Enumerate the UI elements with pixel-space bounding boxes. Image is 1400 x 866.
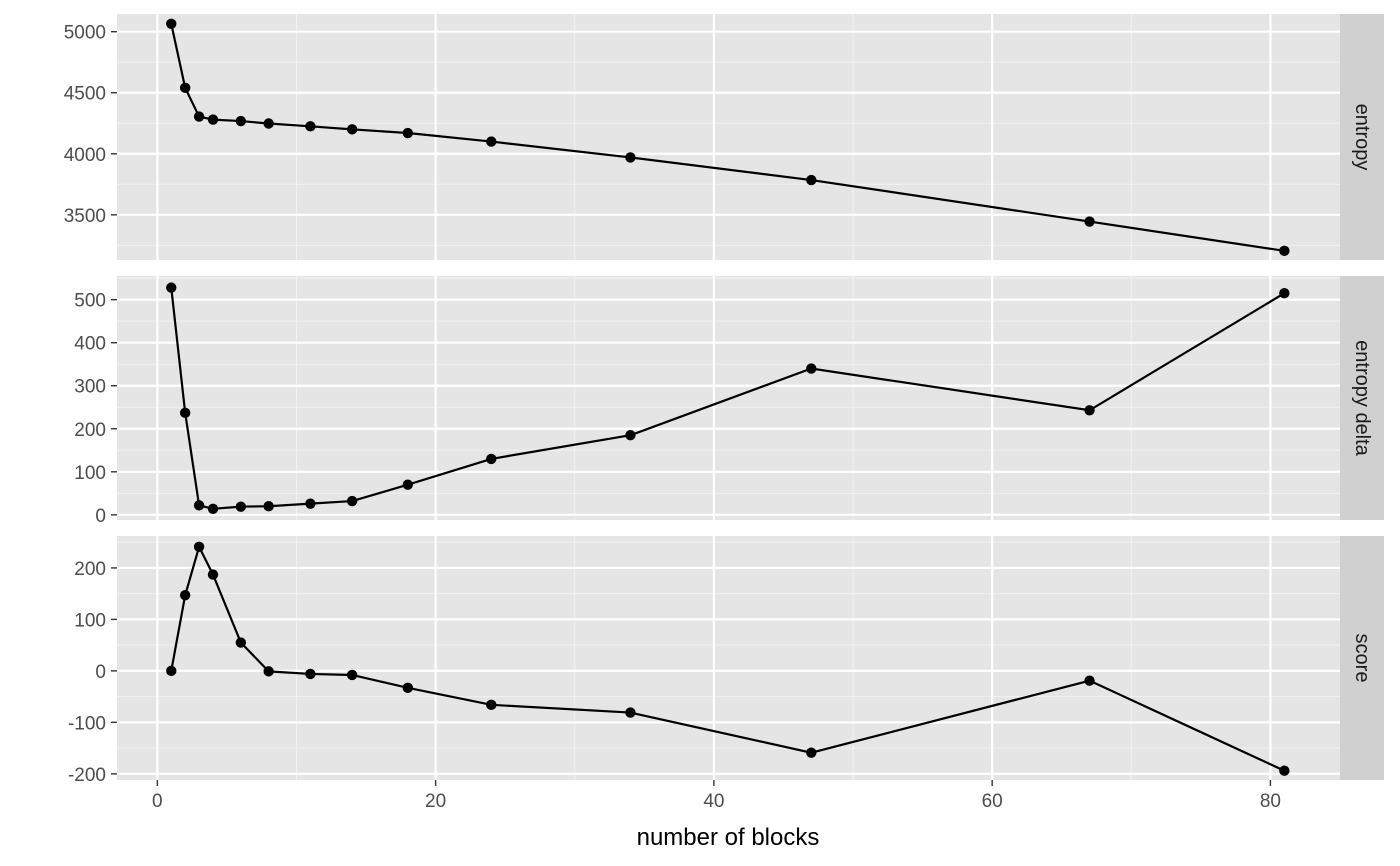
y-tick-label: 300 [74,377,106,398]
facet-strip [1340,14,1384,260]
facet-strip-label: score [1351,634,1373,683]
y-tick-label: 200 [74,420,106,441]
y-tick-label: 0 [95,506,106,527]
facet-panels: 3500400045005000entropy0100200300400500e… [64,14,1384,812]
data-point [402,127,413,139]
data-point [806,174,817,186]
data-point [1279,245,1290,257]
y-tick-label: 500 [74,291,106,312]
panel-background [117,536,1340,780]
data-point [179,407,191,419]
facet-strip-label: entropy [1351,104,1373,171]
x-tick-label: 0 [152,791,163,812]
data-point [263,118,274,129]
data-point [193,541,205,553]
y-tick-label: -200 [68,765,106,786]
x-axis: 0 20 40 60 80 [152,780,1281,812]
data-point [305,668,316,680]
data-point [806,747,817,758]
x-tick-label: 80 [1260,791,1281,812]
data-point [486,699,497,711]
data-point [166,282,177,293]
y-tick-label: 5000 [64,23,106,44]
data-point [207,569,219,580]
data-point [235,115,247,127]
facet-strip [1340,276,1384,520]
data-point [486,453,497,465]
y-tick-label: 200 [74,559,106,580]
data-point [207,114,219,125]
y-tick-label: 4500 [64,84,106,105]
y-tick-label: 400 [74,334,106,355]
x-tick-label: 20 [425,791,446,812]
data-point [486,136,497,147]
data-point [1084,216,1095,227]
facet-strip-label: entropy delta [1351,340,1373,457]
x-axis-title: number of blocks [637,824,820,851]
y-tick-label: 3500 [64,206,106,227]
data-point [193,500,205,511]
y-tick-label: -100 [68,713,106,734]
data-point [207,503,219,515]
data-point [166,665,177,677]
data-point [346,124,358,135]
data-point [346,495,358,507]
data-point [305,121,316,132]
data-point [1084,405,1095,416]
data-point [1084,675,1095,686]
x-tick-label: 40 [703,791,724,812]
data-point [625,707,636,718]
data-point [625,152,636,163]
data-point [263,501,274,512]
y-tick-label: 4000 [64,145,106,166]
facet-entropy-delta: 0 100 200 300 400 500 entropy delta [74,276,1384,527]
data-point [346,669,358,681]
data-point [235,637,247,648]
x-tick-label: 60 [982,791,1003,812]
panel-background [117,14,1340,260]
data-point [806,363,817,374]
data-point [235,501,247,512]
y-tick-label: 0 [95,662,106,683]
data-point [1279,765,1290,776]
data-point [1279,288,1290,299]
y-tick-label: 100 [74,463,106,484]
data-point [179,82,191,94]
facet-score: -200 -100 0 100 200 score [68,536,1384,786]
data-point [625,430,636,441]
y-tick-label: 100 [74,610,106,631]
data-point [402,682,413,694]
data-point [263,666,274,677]
data-point [193,111,205,122]
data-point [179,589,191,601]
data-point [305,498,316,509]
data-point [402,479,413,490]
data-point [166,18,177,29]
facet-entropy: 3500 4000 4500 5000 entropy [64,14,1384,260]
facet-strip [1340,536,1384,780]
